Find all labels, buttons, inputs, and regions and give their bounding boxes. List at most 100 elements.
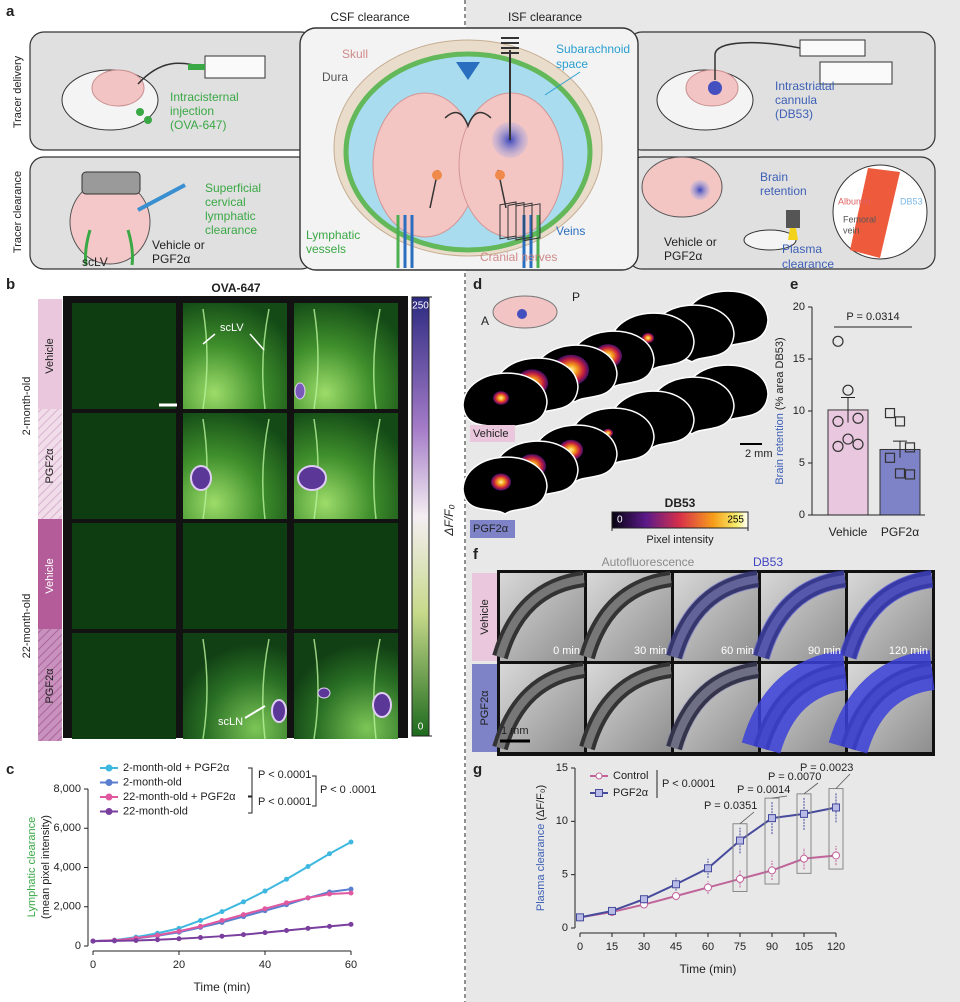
x-tick-label: 90 bbox=[766, 941, 778, 953]
micrograph bbox=[183, 633, 287, 739]
signal bbox=[828, 650, 936, 755]
error-bar bbox=[893, 440, 907, 458]
marker bbox=[112, 938, 117, 944]
micrograph bbox=[294, 633, 398, 739]
marker bbox=[348, 921, 354, 927]
time-label: 30 min bbox=[634, 645, 667, 657]
legend-label: 22-month-old bbox=[123, 805, 188, 817]
label: Dura bbox=[322, 70, 348, 84]
marker bbox=[284, 900, 289, 906]
label: 2 mm bbox=[745, 448, 773, 460]
y-tick-label: 0 bbox=[75, 940, 81, 952]
marker bbox=[90, 938, 96, 944]
illustration bbox=[708, 81, 722, 95]
x-tick-label: PGF2α bbox=[881, 525, 919, 539]
legend-label: 22-month-old + PGF2α bbox=[123, 791, 236, 803]
label: PGF2α bbox=[664, 249, 702, 263]
label-box bbox=[470, 425, 515, 442]
label: Lymphatic bbox=[306, 228, 360, 242]
p-value: P = 0.0023 bbox=[800, 762, 853, 774]
label: (DB53) bbox=[775, 107, 813, 121]
label: A bbox=[481, 314, 489, 328]
label: vein bbox=[843, 225, 860, 235]
marker bbox=[198, 923, 203, 929]
y-axis-label-part: (ΔF/F₀) bbox=[535, 785, 547, 824]
x-axis-label: Time (min) bbox=[194, 980, 251, 994]
label: scLV bbox=[82, 255, 108, 269]
marker bbox=[736, 836, 744, 845]
illustration bbox=[403, 215, 533, 268]
marker bbox=[640, 895, 648, 904]
data-point bbox=[832, 415, 844, 427]
arrow bbox=[244, 705, 266, 719]
label: Albumin bbox=[838, 196, 871, 206]
leader bbox=[771, 795, 788, 799]
label: Brain bbox=[760, 170, 788, 184]
y-axis-label-part: (% area DB53) bbox=[774, 337, 786, 413]
panel-label: f bbox=[473, 546, 479, 563]
label: Cranial nerves bbox=[480, 250, 557, 264]
x-tick-label: Vehicle bbox=[829, 525, 868, 539]
p-value: P = 0.0351 bbox=[704, 800, 757, 812]
label: Autofluorescence bbox=[602, 555, 695, 569]
marker bbox=[768, 866, 776, 875]
y-axis-label: Lymphatic clearance (mean pixel intensity… bbox=[26, 815, 52, 919]
data-point bbox=[842, 433, 854, 445]
y-tick-label: 2,000 bbox=[53, 901, 81, 913]
legend-label: 2-month-old bbox=[123, 776, 182, 788]
y-tick-label: 0 bbox=[562, 922, 568, 934]
signal bbox=[297, 465, 327, 491]
colorbar-tick-label: 250 bbox=[412, 301, 429, 312]
vessel bbox=[670, 666, 759, 750]
data-point bbox=[904, 469, 916, 480]
label: P < 0.0001 bbox=[258, 796, 311, 808]
legend-label: Control bbox=[613, 770, 648, 782]
p-value: P = 0.0070 bbox=[768, 771, 821, 783]
micrograph bbox=[72, 523, 176, 629]
label: injection bbox=[170, 104, 214, 118]
illustration bbox=[850, 168, 900, 258]
label: retention bbox=[760, 184, 807, 198]
illustration bbox=[456, 62, 480, 80]
y-tick-label: 0 bbox=[799, 509, 805, 521]
label: cannula bbox=[775, 93, 817, 107]
illustration bbox=[523, 203, 541, 242]
signal bbox=[271, 699, 287, 723]
illustration bbox=[641, 156, 723, 218]
micrograph bbox=[183, 523, 287, 629]
legend-label: PGF2α bbox=[613, 787, 649, 799]
x-tick-label: 60 bbox=[345, 959, 357, 971]
row-label: PGF2α bbox=[44, 668, 56, 704]
signal bbox=[665, 661, 760, 751]
signal bbox=[491, 473, 511, 491]
marker bbox=[262, 888, 268, 894]
label: P < 0 .0001 bbox=[320, 784, 376, 796]
illustration bbox=[444, 111, 492, 129]
y-tick-label: 15 bbox=[556, 762, 568, 774]
label: clearance bbox=[205, 223, 257, 237]
marker bbox=[672, 892, 680, 900]
y-tick-label: 15 bbox=[793, 353, 805, 365]
marker bbox=[704, 864, 712, 873]
panel-title: OVA-647 bbox=[211, 281, 260, 295]
signal bbox=[752, 570, 847, 660]
y-tick-label: 5 bbox=[562, 869, 568, 881]
row-label: Vehicle bbox=[479, 599, 491, 634]
data-point bbox=[832, 335, 844, 347]
vessel bbox=[670, 575, 759, 659]
x-tick-label: 20 bbox=[173, 959, 185, 971]
colorbar bbox=[411, 296, 430, 737]
marker bbox=[133, 938, 139, 944]
x-tick-label: 15 bbox=[606, 941, 618, 953]
panel-label: c bbox=[6, 761, 14, 778]
time-label: 60 min bbox=[721, 645, 754, 657]
marker bbox=[262, 930, 268, 936]
vessel bbox=[583, 666, 672, 750]
marker bbox=[219, 917, 225, 923]
marker bbox=[284, 927, 289, 933]
illustration bbox=[91, 69, 145, 107]
signal bbox=[665, 570, 760, 660]
y-tick-label: 6,000 bbox=[53, 822, 81, 834]
time-label: 0 min bbox=[553, 645, 580, 657]
row-strip bbox=[38, 519, 62, 631]
